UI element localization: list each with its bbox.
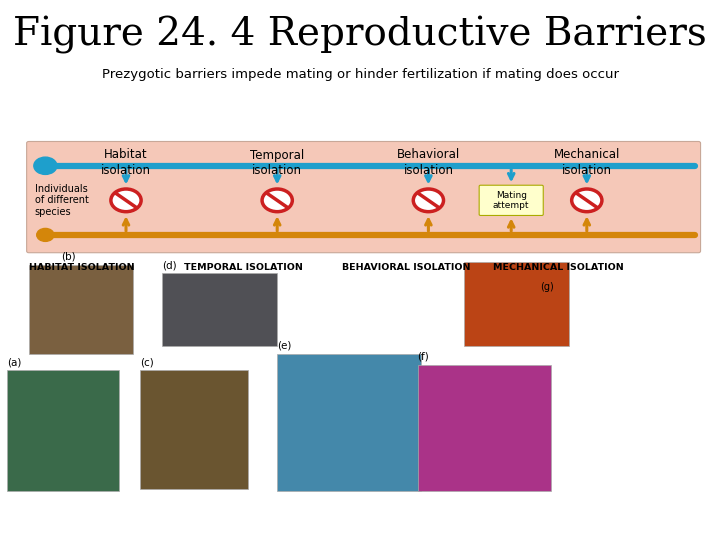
Text: Habitat
isolation: Habitat isolation: [101, 148, 151, 177]
Text: Temporal
isolation: Temporal isolation: [250, 148, 305, 177]
Text: Individuals
of different
species: Individuals of different species: [35, 184, 89, 217]
FancyBboxPatch shape: [480, 185, 544, 215]
Text: TEMPORAL ISOLATION: TEMPORAL ISOLATION: [184, 263, 302, 272]
Text: BEHAVIORAL ISOLATION: BEHAVIORAL ISOLATION: [342, 263, 470, 272]
Text: Mechanical
isolation: Mechanical isolation: [554, 148, 620, 177]
Text: Behavioral
isolation: Behavioral isolation: [397, 148, 460, 177]
Circle shape: [34, 157, 57, 174]
Text: (f): (f): [418, 352, 429, 362]
Text: (e): (e): [277, 341, 292, 351]
Text: (d): (d): [162, 260, 176, 270]
Text: Prezygotic barriers impede mating or hinder fertilization if mating does occur: Prezygotic barriers impede mating or hin…: [102, 68, 618, 81]
Text: (c): (c): [140, 357, 154, 367]
Bar: [464, 262, 569, 346]
Text: Mating
attempt: Mating attempt: [493, 191, 529, 210]
Bar: [277, 354, 421, 491]
Circle shape: [262, 189, 292, 212]
Circle shape: [111, 189, 141, 212]
Text: (a): (a): [7, 357, 22, 367]
Bar: [7, 370, 119, 491]
Bar: [140, 370, 248, 489]
Bar: [418, 364, 551, 491]
Text: HABITAT ISOLATION: HABITAT ISOLATION: [29, 263, 135, 272]
Text: (g): (g): [540, 282, 554, 292]
Text: (b): (b): [61, 252, 76, 262]
Circle shape: [572, 189, 602, 212]
Text: MECHANICAL ISOLATION: MECHANICAL ISOLATION: [493, 263, 624, 272]
Bar: [162, 273, 277, 346]
Bar: [29, 265, 133, 354]
FancyBboxPatch shape: [27, 141, 701, 253]
Text: Figure 24. 4 Reproductive Barriers: Figure 24. 4 Reproductive Barriers: [13, 16, 707, 54]
Circle shape: [37, 228, 54, 241]
Circle shape: [413, 189, 444, 212]
